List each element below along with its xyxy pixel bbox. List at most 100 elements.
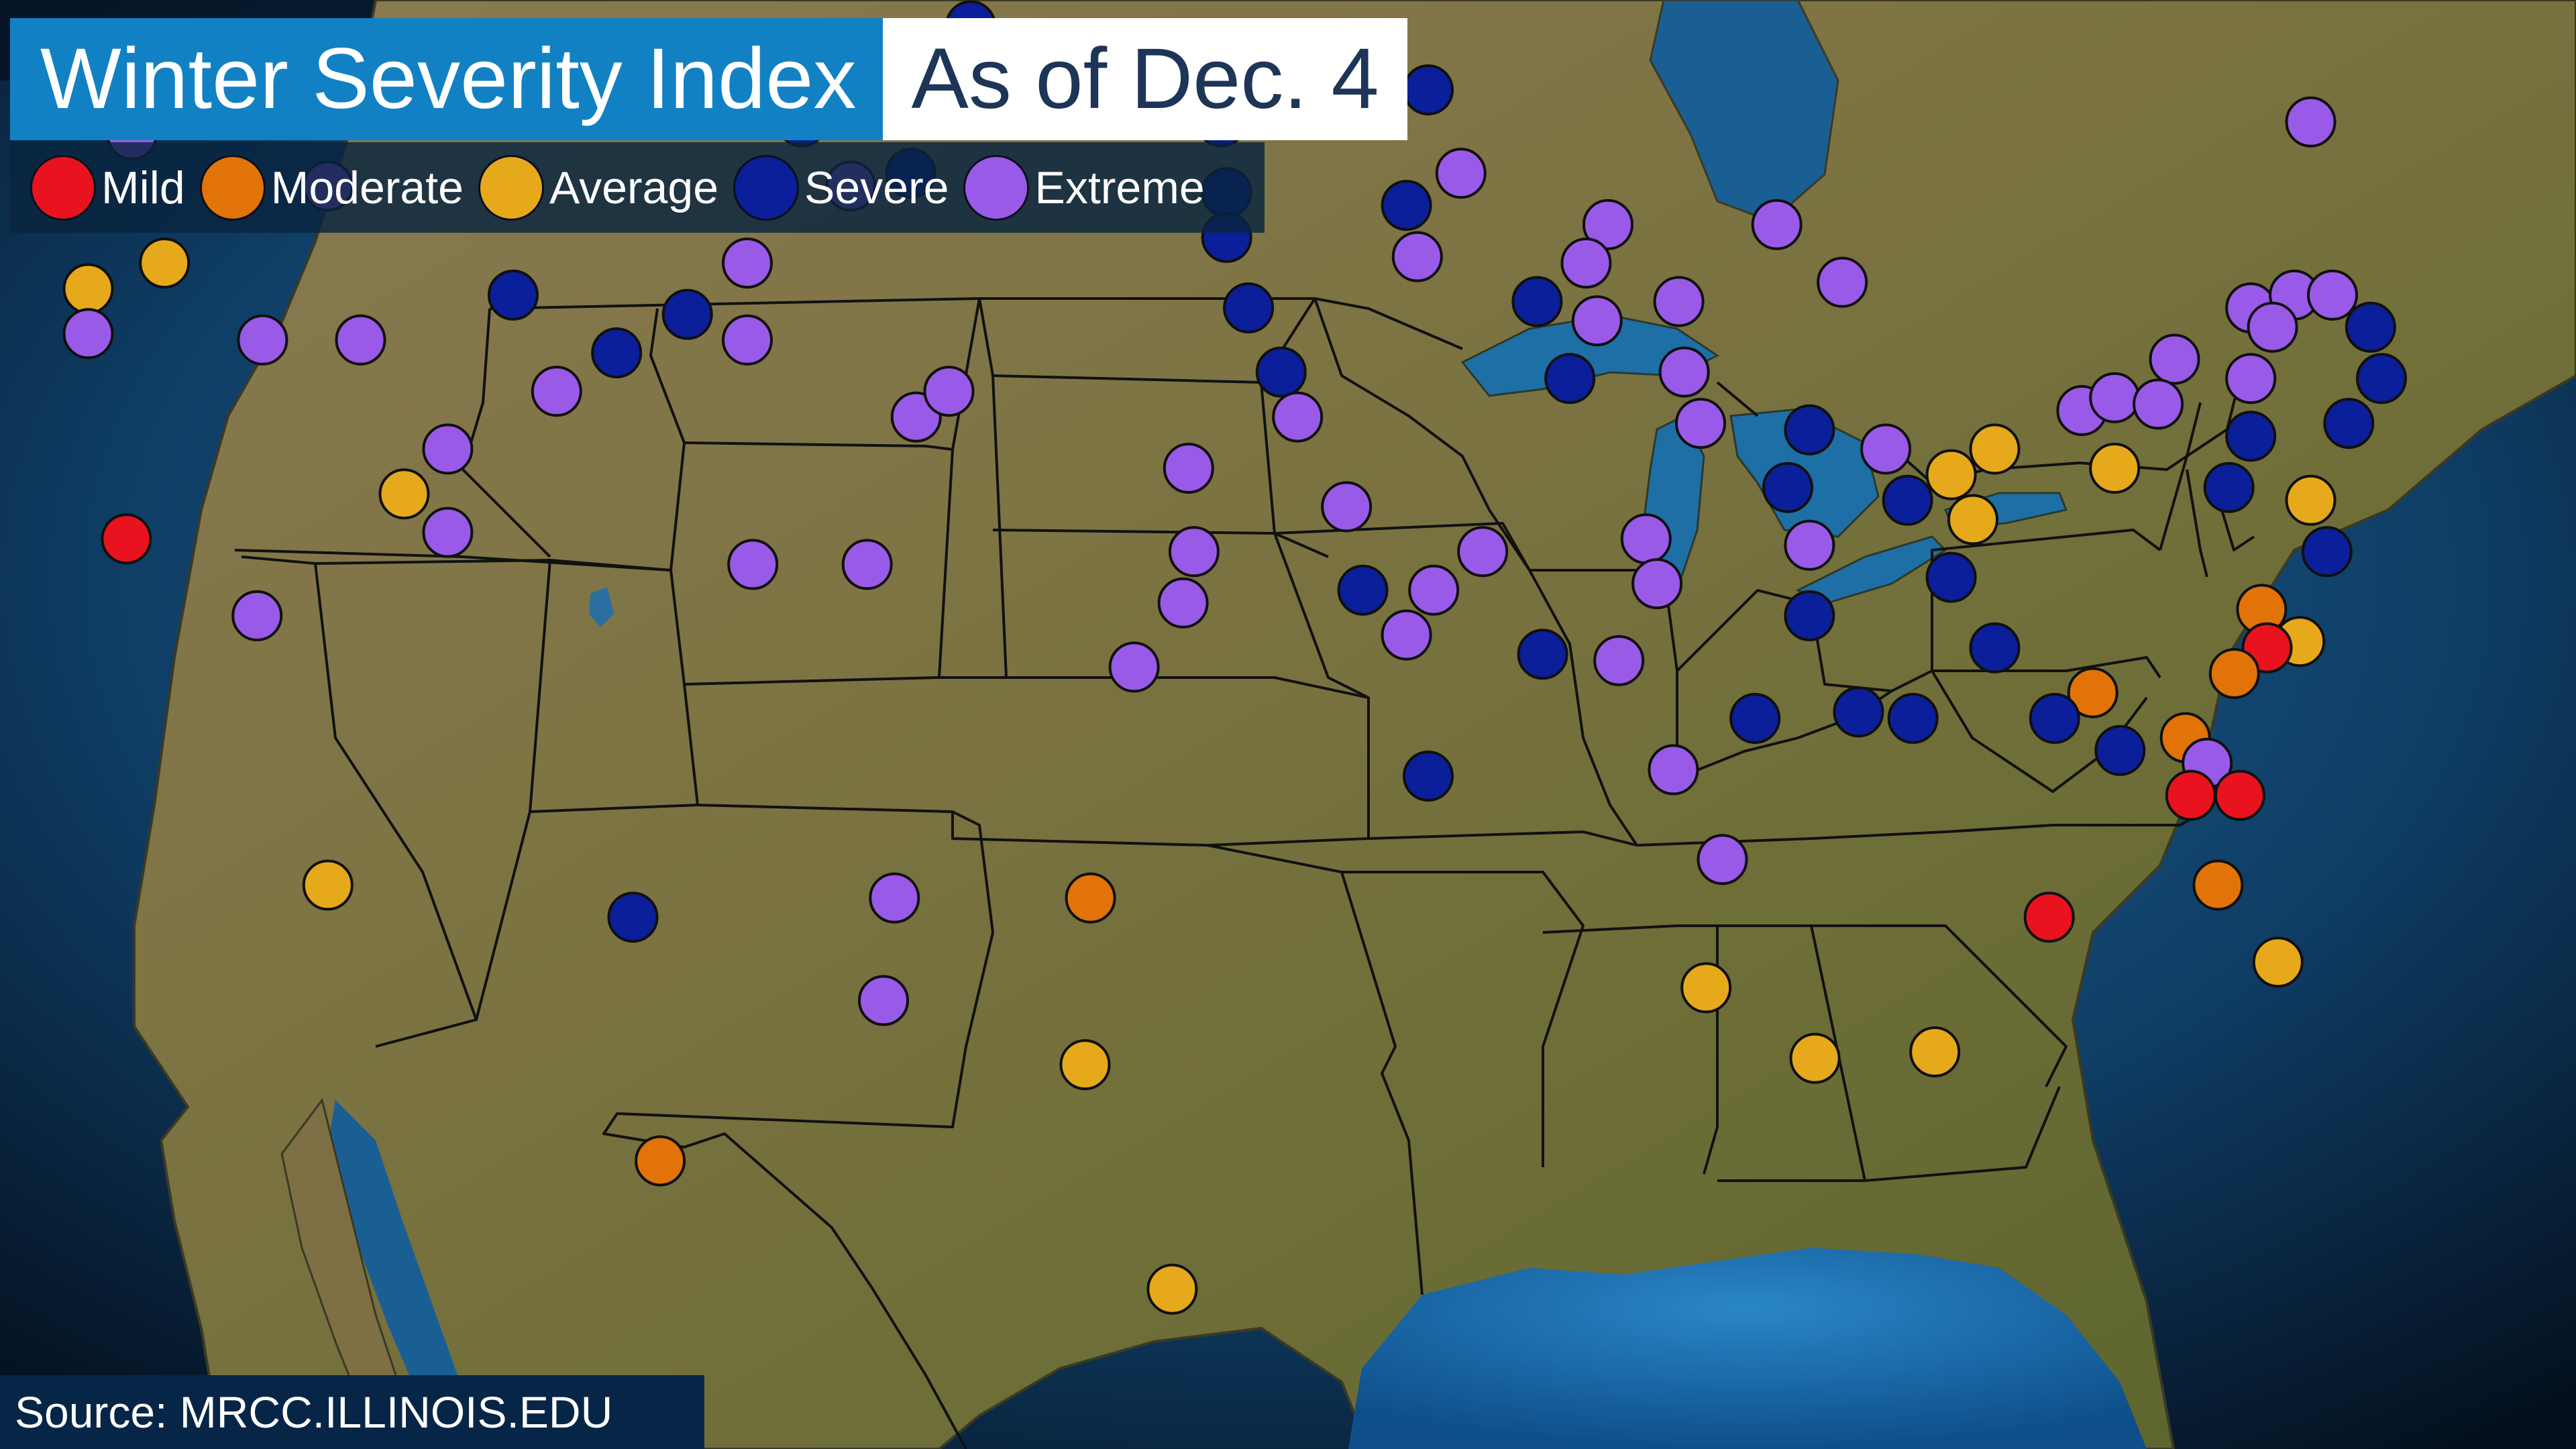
station-marker-severe	[2225, 411, 2277, 462]
station-marker-extreme	[923, 366, 975, 417]
station-marker-extreme	[231, 590, 283, 641]
station-marker-average	[1947, 494, 1998, 545]
station-marker-extreme	[1435, 148, 1487, 199]
station-marker-mild	[2214, 769, 2265, 821]
station-marker-extreme	[1658, 346, 1710, 398]
station-marker-average	[2285, 474, 2337, 526]
station-marker-severe	[591, 327, 643, 378]
date-label: As of Dec. 4	[883, 18, 1407, 140]
station-marker-extreme	[2307, 269, 2358, 321]
station-marker-extreme	[1381, 609, 1432, 661]
station-marker-extreme	[1157, 577, 1209, 629]
station-marker-average	[2089, 443, 2141, 494]
station-marker-severe	[2094, 724, 2146, 776]
station-marker-extreme	[2247, 301, 2298, 353]
station-marker-extreme	[422, 423, 474, 475]
station-marker-extreme	[1631, 558, 1683, 610]
station-marker-severe	[2356, 353, 2407, 405]
station-marker-extreme	[1560, 237, 1612, 289]
station-marker-severe	[2345, 301, 2396, 353]
station-marker-average	[1909, 1026, 1961, 1077]
legend-label-mild: Mild	[101, 162, 185, 213]
station-marker-severe	[607, 892, 659, 943]
station-marker-average	[1680, 962, 1732, 1014]
station-marker-severe	[1887, 692, 1939, 744]
station-marker-extreme	[1408, 564, 1460, 616]
station-marker-average	[378, 468, 430, 520]
station-marker-average	[1059, 1039, 1111, 1091]
station-marker-moderate	[2192, 859, 2244, 911]
station-marker-severe	[1517, 629, 1568, 680]
station-marker-extreme	[237, 314, 288, 366]
station-marker-extreme	[531, 366, 582, 417]
station-marker-average	[302, 859, 354, 911]
station-marker-average	[139, 237, 191, 289]
station-marker-moderate	[2208, 648, 2260, 699]
station-marker-severe	[1784, 590, 1835, 641]
station-marker-moderate	[2067, 667, 2118, 718]
station-marker-extreme	[1571, 295, 1623, 347]
legend-item-moderate: Moderate	[199, 154, 464, 221]
station-marker-mild	[2165, 769, 2216, 821]
station-marker-extreme	[2089, 372, 2141, 423]
station-marker-extreme	[727, 539, 779, 590]
station-marker-mild	[101, 513, 152, 565]
station-marker-extreme	[1860, 423, 1912, 475]
station-marker-severe	[1381, 180, 1432, 231]
station-marker-severe	[1223, 282, 1275, 333]
station-marker-severe	[1337, 564, 1389, 616]
gulf-of-mexico	[1348, 1248, 2147, 1449]
station-marker-extreme	[1751, 199, 1803, 250]
legend-swatch-average	[478, 154, 544, 221]
station-marker-severe	[1403, 750, 1454, 802]
legend-swatch-severe	[733, 154, 800, 221]
legend-swatch-extreme	[963, 154, 1030, 221]
station-marker-extreme	[2225, 353, 2277, 405]
station-marker-extreme	[335, 314, 386, 366]
gulf-of-california	[329, 1100, 470, 1422]
station-marker-extreme	[1593, 635, 1645, 686]
station-marker-severe	[1511, 276, 1563, 327]
station-marker-extreme	[1321, 481, 1373, 533]
legend-item-severe: Severe	[733, 154, 949, 221]
station-marker-extreme	[1697, 834, 1748, 885]
station-marker-extreme	[1675, 398, 1726, 449]
station-marker-severe	[1762, 462, 1813, 513]
station-marker-extreme	[1620, 513, 1672, 565]
station-marker-average	[1146, 1263, 1198, 1315]
station-marker-extreme	[1648, 744, 1699, 796]
state-boundaries	[234, 297, 2255, 1449]
station-marker-extreme	[422, 506, 474, 558]
station-marker-extreme	[1163, 443, 1214, 494]
legend-item-extreme: Extreme	[963, 154, 1205, 221]
station-marker-severe	[1833, 686, 1884, 738]
station-marker-extreme	[1582, 199, 1633, 250]
station-marker-extreme	[869, 872, 920, 924]
source-label: Source: MRCC.ILLINOIS.EDU	[0, 1375, 704, 1449]
station-marker-severe	[1784, 404, 1835, 455]
station-marker-extreme	[1784, 519, 1835, 571]
legend-item-mild: Mild	[30, 154, 185, 221]
station-marker-moderate	[1065, 872, 1116, 924]
station-marker-mild	[2023, 892, 2075, 943]
station-marker-extreme	[841, 539, 893, 590]
legend-swatch-mild	[30, 154, 96, 221]
station-marker-extreme	[2285, 96, 2337, 148]
station-marker-extreme	[1391, 231, 1443, 282]
station-marker-average	[1969, 423, 2021, 475]
station-marker-severe	[1403, 64, 1454, 115]
station-marker-extreme	[1272, 391, 1324, 443]
station-marker-extreme	[722, 314, 773, 366]
legend: Mild Moderate Average Severe Extreme	[10, 142, 1265, 233]
station-marker-average	[62, 263, 114, 315]
station-marker-extreme	[1168, 526, 1220, 578]
station-marker-extreme	[722, 237, 773, 289]
legend-label-severe: Severe	[804, 162, 949, 213]
legend-label-average: Average	[549, 162, 719, 213]
station-marker-extreme	[1653, 276, 1705, 327]
great-salt-lake	[589, 587, 614, 627]
station-marker-extreme	[2149, 333, 2200, 385]
title-bar: Winter Severity Index As of Dec. 4	[10, 18, 1407, 140]
station-marker-severe	[2203, 462, 2255, 513]
station-marker-severe	[2323, 398, 2375, 449]
